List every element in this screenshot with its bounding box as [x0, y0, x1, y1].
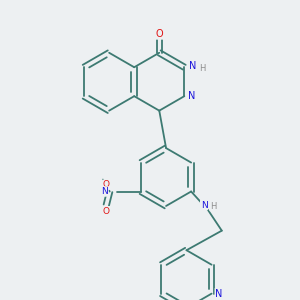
Text: O: O — [155, 29, 163, 39]
Text: O: O — [103, 207, 110, 216]
Text: H: H — [210, 202, 217, 211]
Text: N: N — [101, 187, 108, 196]
Text: N: N — [188, 91, 196, 101]
Text: H: H — [199, 64, 205, 74]
Text: N: N — [215, 289, 223, 298]
Text: N: N — [189, 61, 197, 70]
Text: N: N — [201, 201, 208, 210]
Text: O: O — [103, 180, 110, 189]
